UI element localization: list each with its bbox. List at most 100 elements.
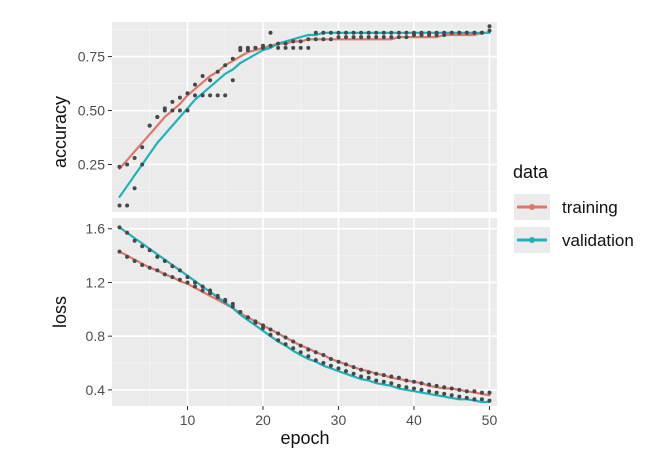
- legend-point-validation: [529, 237, 535, 243]
- accuracy-point-training: [291, 39, 296, 44]
- loss-point-validation: [162, 259, 167, 263]
- loss-point-training: [276, 331, 281, 336]
- accuracy-point-validation: [487, 24, 492, 29]
- accuracy-point-validation: [125, 203, 130, 208]
- accuracy-point-training: [268, 43, 273, 48]
- loss-point-training: [381, 373, 386, 378]
- loss-y-tick-label: 1.2: [86, 274, 106, 290]
- legend-label-training: training: [562, 198, 618, 217]
- accuracy-point-validation: [389, 30, 394, 35]
- accuracy-point-training: [321, 37, 326, 42]
- loss-point-training: [291, 339, 296, 344]
- loss-point-training: [336, 359, 341, 364]
- accuracy-point-validation: [313, 30, 318, 35]
- accuracy-point-validation: [328, 30, 333, 35]
- accuracy-data-layer: [117, 24, 492, 208]
- loss-point-validation: [132, 238, 137, 243]
- loss-point-training: [298, 343, 303, 348]
- loss-point-validation: [276, 338, 281, 343]
- loss-y-tick-label: 0.8: [86, 328, 106, 344]
- loss-panel-background: [112, 218, 497, 406]
- accuracy-point-validation: [170, 108, 175, 113]
- accuracy-point-validation: [434, 30, 439, 35]
- x-tick-label: 50: [482, 412, 498, 428]
- accuracy-point-training: [193, 82, 197, 87]
- accuracy-point-training: [208, 78, 213, 83]
- accuracy-point-validation: [291, 45, 296, 50]
- loss-panel: 0.4 0.8 1.2 1.6 loss: [50, 218, 497, 406]
- accuracy-point-validation: [162, 108, 167, 113]
- accuracy-point-training: [336, 35, 341, 40]
- accuracy-point-training: [185, 91, 190, 96]
- accuracy-point-validation: [449, 30, 454, 35]
- loss-point-validation: [321, 361, 326, 365]
- accuracy-point-training: [276, 41, 281, 46]
- loss-point-validation: [313, 358, 318, 363]
- accuracy-point-validation: [472, 30, 477, 35]
- accuracy-y-tick-label: 0.50: [78, 103, 105, 119]
- loss-point-training: [419, 381, 424, 386]
- accuracy-point-training: [313, 37, 318, 42]
- loss-point-training: [449, 386, 454, 391]
- loss-point-training: [434, 383, 439, 388]
- accuracy-point-training: [200, 74, 205, 78]
- accuracy-gridlines: [112, 22, 497, 212]
- loss-point-validation: [359, 374, 364, 379]
- loss-point-validation: [155, 254, 160, 259]
- accuracy-point-training: [125, 162, 130, 167]
- x-tick-label: 20: [255, 412, 271, 428]
- loss-point-validation: [215, 293, 220, 298]
- loss-point-validation: [374, 378, 379, 383]
- loss-point-training: [132, 259, 137, 263]
- accuracy-y-tick-label: 0.25: [78, 157, 105, 173]
- loss-point-validation: [193, 280, 197, 285]
- accuracy-point-validation: [404, 30, 409, 35]
- loss-point-validation: [117, 225, 122, 230]
- loss-y-ticks: 0.4 0.8 1.2 1.6: [86, 221, 112, 398]
- legend-point-training: [529, 204, 535, 210]
- loss-point-training: [472, 389, 477, 394]
- loss-point-validation: [223, 297, 228, 302]
- loss-point-validation: [328, 363, 333, 368]
- accuracy-point-validation: [132, 186, 137, 191]
- loss-point-validation: [457, 394, 462, 399]
- accuracy-point-validation: [464, 30, 469, 35]
- accuracy-point-validation: [245, 45, 250, 50]
- accuracy-point-validation: [253, 45, 258, 50]
- loss-point-training: [344, 362, 348, 367]
- loss-point-validation: [419, 387, 424, 392]
- accuracy-point-validation: [215, 93, 220, 98]
- accuracy-point-validation: [147, 123, 152, 128]
- loss-point-validation: [389, 381, 394, 386]
- accuracy-point-validation: [479, 30, 484, 35]
- loss-point-training: [464, 389, 469, 394]
- loss-point-validation: [366, 375, 371, 380]
- accuracy-panel: 0.25 0.50 0.75 accuracy: [50, 22, 497, 212]
- accuracy-point-training: [328, 37, 333, 42]
- accuracy-point-validation: [230, 78, 235, 83]
- loss-point-validation: [125, 230, 130, 235]
- loss-point-validation: [170, 264, 175, 269]
- accuracy-point-validation: [117, 203, 122, 208]
- loss-point-training: [162, 272, 167, 277]
- loss-point-training: [427, 382, 432, 387]
- loss-point-training: [140, 263, 145, 267]
- accuracy-point-training: [132, 156, 137, 160]
- loss-point-training: [479, 390, 484, 395]
- loss-point-validation: [472, 397, 477, 402]
- accuracy-point-training: [298, 39, 303, 44]
- loss-point-validation: [140, 244, 145, 249]
- accuracy-point-validation: [427, 30, 432, 35]
- accuracy-y-axis-title: accuracy: [50, 96, 70, 168]
- accuracy-point-training: [117, 164, 122, 169]
- accuracy-point-training: [487, 28, 492, 33]
- loss-point-validation: [208, 288, 213, 293]
- accuracy-point-training: [389, 35, 394, 40]
- loss-y-tick-label: 1.6: [86, 221, 106, 237]
- legend-title: data: [513, 162, 549, 182]
- loss-point-training: [177, 277, 182, 282]
- loss-point-validation: [479, 397, 484, 402]
- legend: data training validation: [513, 162, 634, 253]
- loss-point-validation: [427, 389, 432, 394]
- loss-point-validation: [442, 391, 447, 396]
